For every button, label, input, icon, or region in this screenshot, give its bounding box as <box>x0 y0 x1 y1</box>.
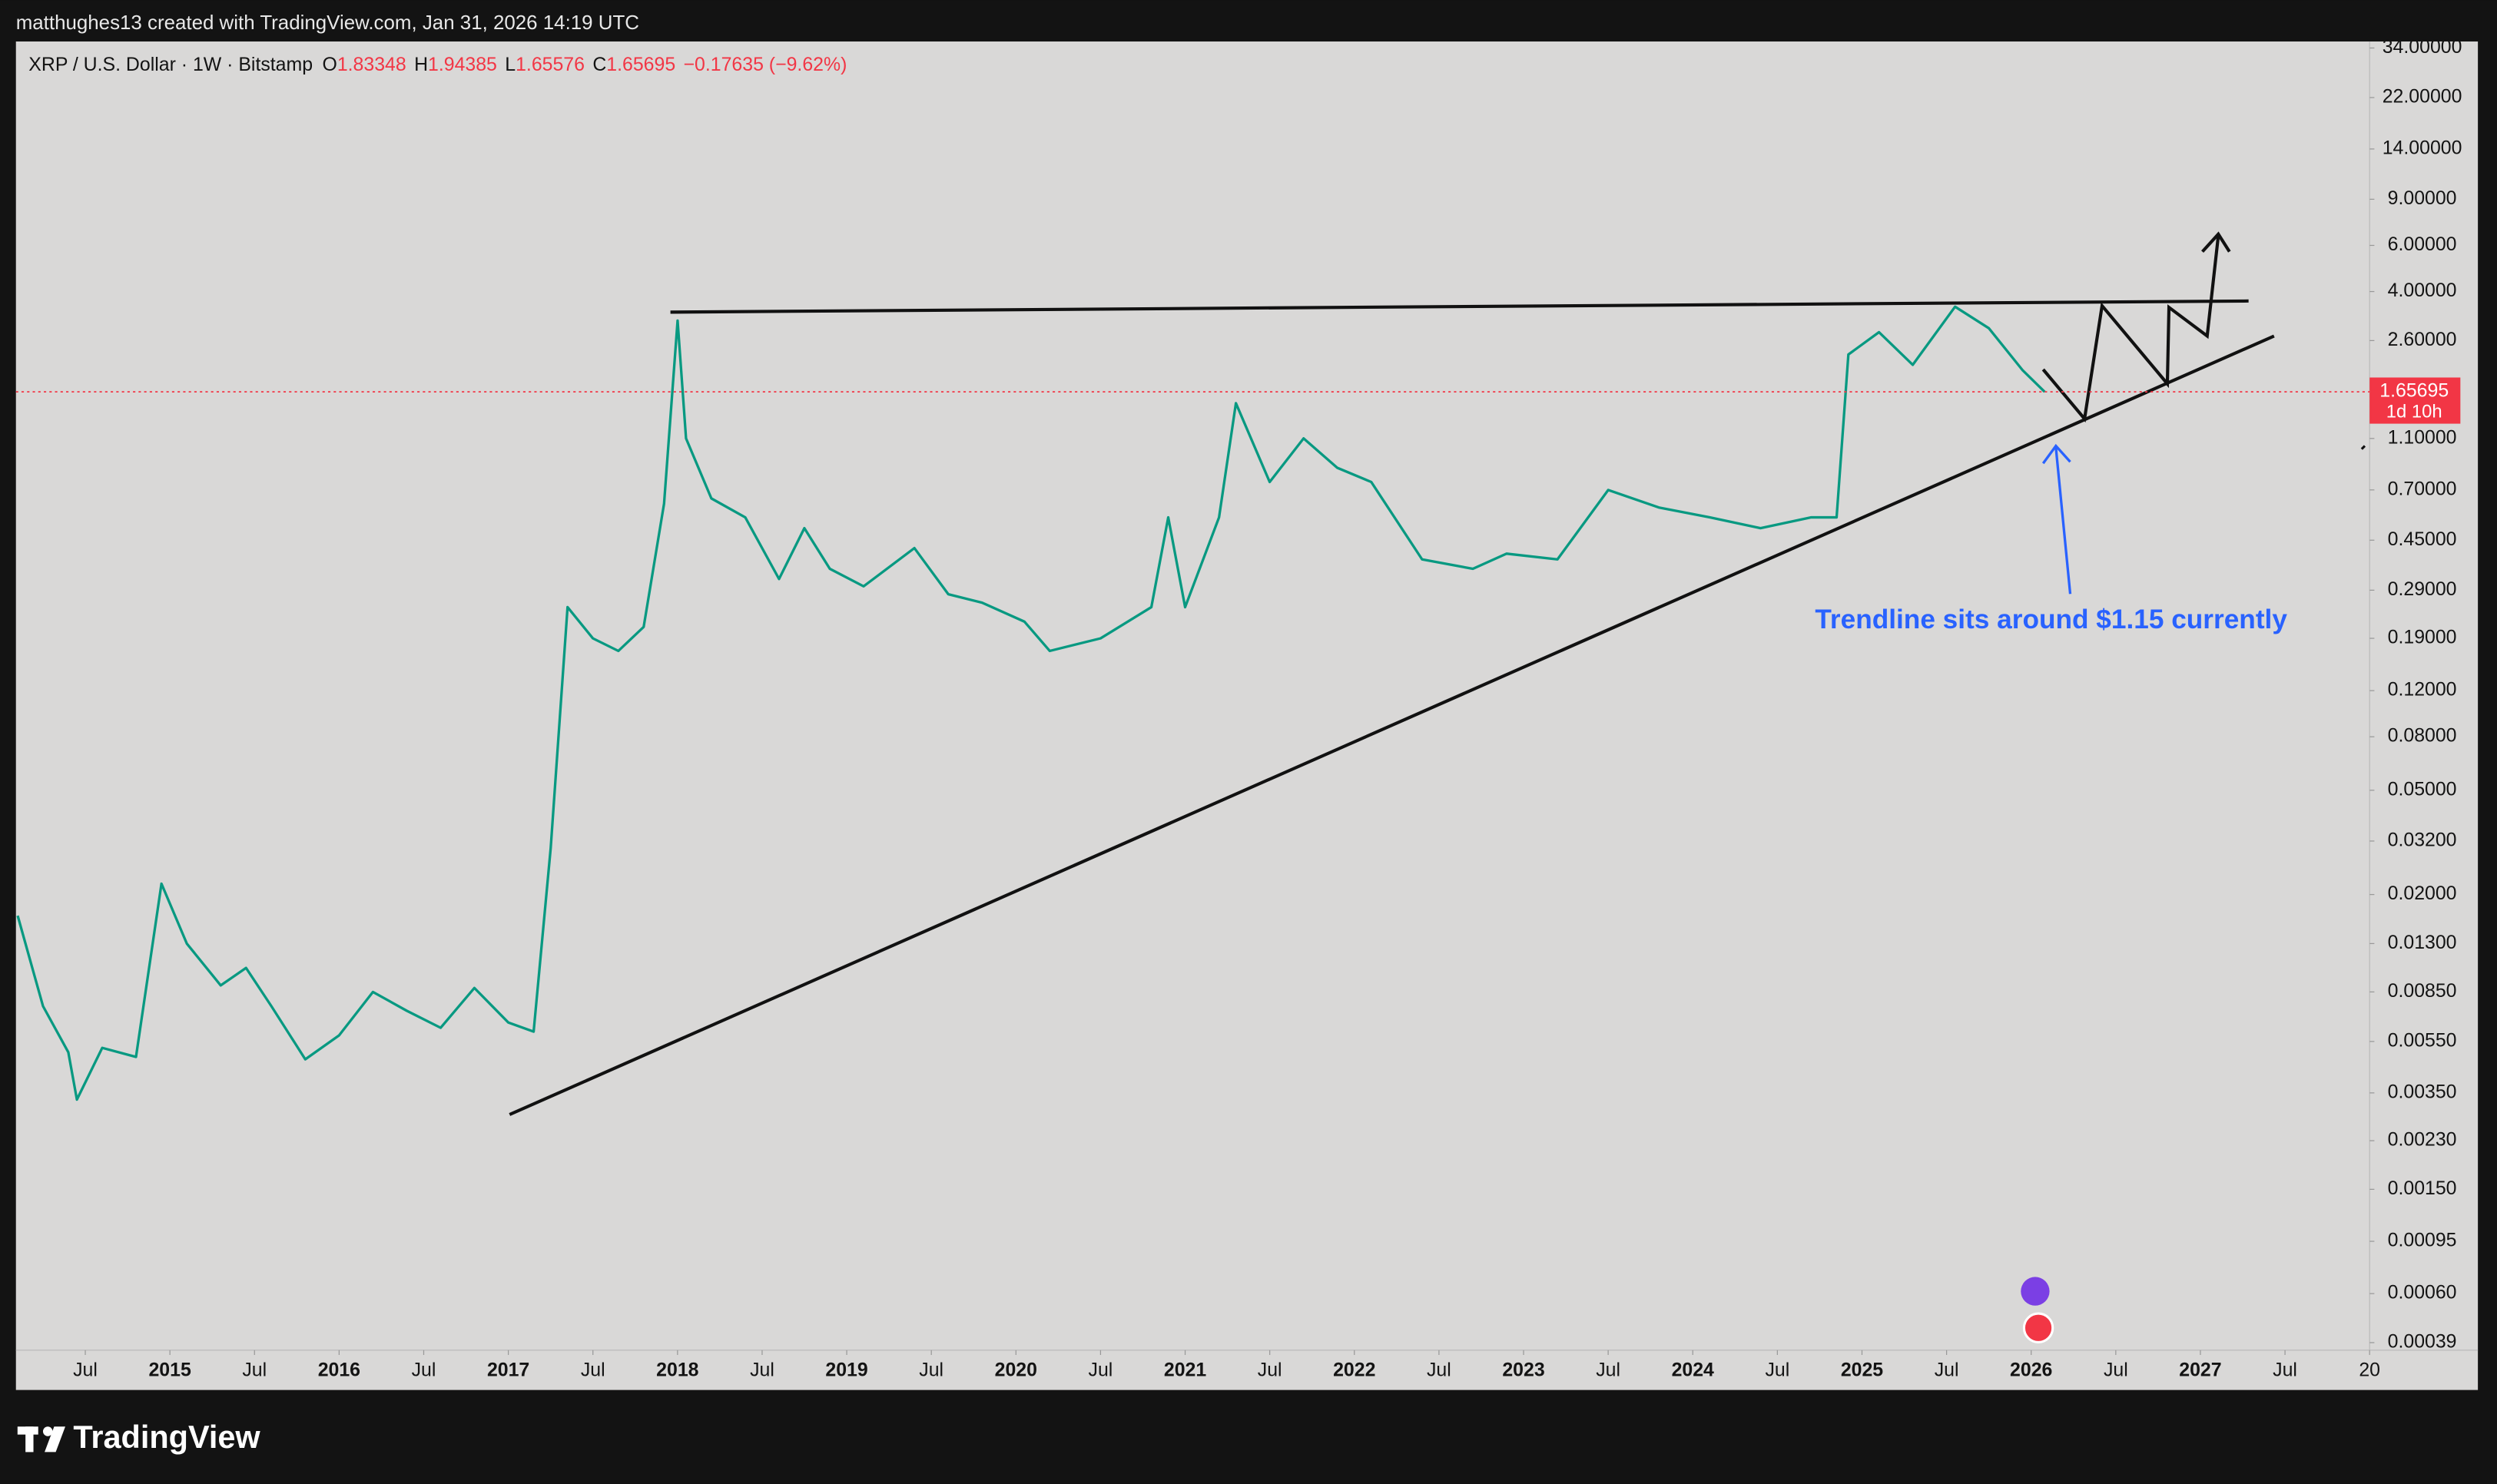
logo-part <box>42 1426 53 1436</box>
symbol-legend: XRP / U.S. Dollar · 1W · Bitstamp O1.8334… <box>28 54 847 75</box>
y-tick-label: 0.00150 <box>2388 1178 2457 1199</box>
resistance-line <box>670 299 2249 314</box>
x-tick-label: 2015 <box>148 1359 191 1380</box>
x-tick-label: 2027 <box>2179 1359 2221 1380</box>
x-tick-label: Jul <box>1258 1359 1282 1380</box>
logo-part <box>45 1426 65 1453</box>
y-tick-label: 0.29000 <box>2388 578 2457 600</box>
x-tick-label: 20 <box>2359 1359 2380 1380</box>
x-tick-label: Jul <box>750 1359 774 1380</box>
y-tick-label: 0.00350 <box>2388 1081 2457 1102</box>
y-tick-label: 0.00230 <box>2388 1129 2457 1151</box>
symbol: XRP / U.S. Dollar · 1W · Bitstamp <box>28 54 313 75</box>
y-tick-label: 6.00000 <box>2388 234 2457 255</box>
y-tick-label: 0.45000 <box>2388 528 2457 550</box>
change: −0.17635 (−9.62%) <box>684 54 847 75</box>
y-tick-label: 2.60000 <box>2388 329 2457 350</box>
y-tick-label: 1.10000 <box>2388 426 2457 448</box>
x-tick-label: 2024 <box>1672 1359 1714 1380</box>
last-price-label: 1.65695 <box>2379 380 2449 402</box>
projection-arrowhead <box>2201 231 2231 253</box>
y-tick-label: 0.05000 <box>2388 778 2457 800</box>
ohlc-key: H <box>414 54 428 75</box>
y-tick-label: 0.00060 <box>2388 1282 2457 1303</box>
trendline <box>509 334 2275 1116</box>
ohlc-key: C <box>592 54 606 75</box>
x-tick-label: Jul <box>919 1359 943 1380</box>
y-tick-label: 0.12000 <box>2388 679 2457 701</box>
x-tick-label: 2022 <box>1333 1359 1375 1380</box>
event-icon <box>2022 1312 2054 1343</box>
event-icon <box>2021 1277 2050 1306</box>
y-tick-label: 0.00550 <box>2388 1029 2457 1051</box>
y-tick-label: 0.00039 <box>2388 1331 2457 1353</box>
x-tick-label: Jul <box>2104 1359 2128 1380</box>
x-tick-label: 2023 <box>1502 1359 1544 1380</box>
y-tick-label: 4.00000 <box>2388 280 2457 301</box>
x-tick-label: Jul <box>1765 1359 1789 1380</box>
header: matthughes13 created with TradingView.co… <box>16 12 639 34</box>
price-line <box>16 305 2046 1101</box>
x-tick-label: Jul <box>2273 1359 2297 1380</box>
y-tick-label: 0.02000 <box>2388 883 2457 904</box>
x-tick-label: 2021 <box>1164 1359 1206 1380</box>
drawings <box>509 231 2366 1116</box>
x-tick-label: Jul <box>1596 1359 1620 1380</box>
ohlc-key: L <box>505 54 516 75</box>
ohlc-value: 1.65695 <box>606 54 675 75</box>
chart-pane <box>15 41 2479 1390</box>
brand-logo <box>17 1426 65 1453</box>
y-tick-label: 0.19000 <box>2388 627 2457 648</box>
arrow-shaft <box>2054 447 2072 595</box>
y-tick-label: 9.00000 <box>2388 187 2457 209</box>
x-tick-label: 2017 <box>487 1359 529 1380</box>
projection-path <box>2041 235 2220 423</box>
y-tick-label: 34.00000 <box>2383 36 2462 58</box>
y-tick-label: 14.00000 <box>2383 137 2462 159</box>
y-tick-label: 22.00000 <box>2383 86 2462 108</box>
x-tick-label: Jul <box>1427 1359 1451 1380</box>
tick-mark <box>2360 445 2366 450</box>
y-tick-label: 0.00095 <box>2388 1230 2457 1251</box>
y-tick-label: 0.70000 <box>2388 478 2457 499</box>
x-tick-label: Jul <box>1935 1359 1959 1380</box>
x-tick-label: 2016 <box>318 1359 360 1380</box>
y-tick-label: 0.03200 <box>2388 830 2457 851</box>
logo-part <box>25 1426 34 1453</box>
brand: TradingView <box>73 1419 260 1455</box>
x-tick-label: Jul <box>581 1359 605 1380</box>
x-tick-label: Jul <box>73 1359 98 1380</box>
countdown: 1d 10h <box>2386 401 2442 422</box>
annotation: Trendline sits around $1.15 currently <box>1815 605 2287 634</box>
y-tick-label: 0.00850 <box>2388 980 2457 1002</box>
x-tick-label: Jul <box>242 1359 267 1380</box>
x-tick-label: 2025 <box>1841 1359 1883 1380</box>
x-tick-label: 2020 <box>995 1359 1037 1380</box>
x-tick-label: 2026 <box>2010 1359 2052 1380</box>
x-tick-label: 2018 <box>656 1359 698 1380</box>
y-tick-label: 0.01300 <box>2388 932 2457 953</box>
arrow-head <box>2041 443 2071 465</box>
x-tick-label: Jul <box>412 1359 436 1380</box>
ohlc-value: 1.83348 <box>337 54 406 75</box>
annotation-arrow <box>2041 443 2072 595</box>
ohlc-value: 1.94385 <box>428 54 497 75</box>
ohlc-key: O <box>322 54 337 75</box>
last-price-box <box>2369 377 2461 424</box>
y-tick-label: 0.08000 <box>2388 725 2457 747</box>
ohlc-value: 1.65576 <box>516 54 585 75</box>
event-icons <box>2021 1277 2054 1343</box>
x-tick-label: Jul <box>1089 1359 1113 1380</box>
x-tick-label: 2019 <box>825 1359 867 1380</box>
